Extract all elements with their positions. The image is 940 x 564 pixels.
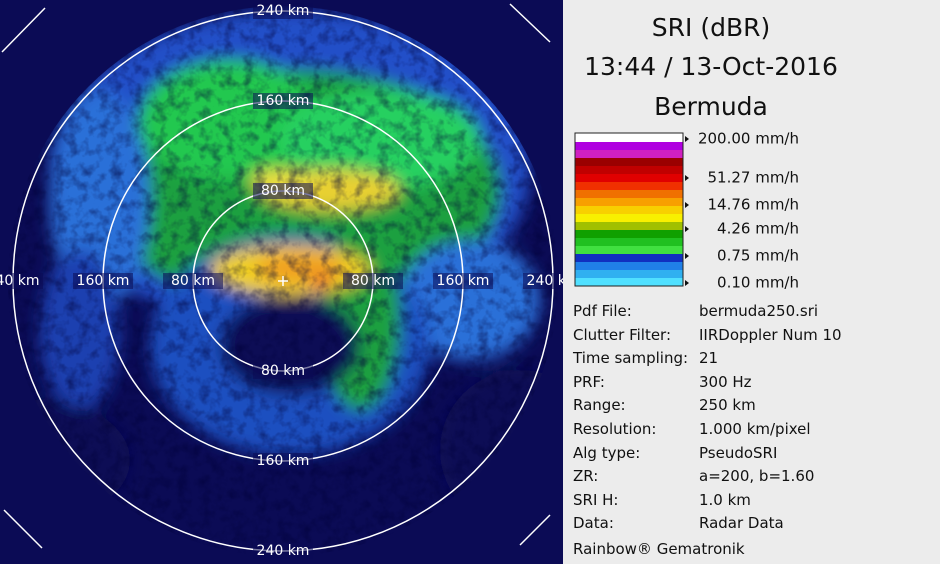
metadata-key: Data: <box>573 514 614 533</box>
range-label: 240 km <box>527 273 563 289</box>
label-backdrop <box>253 3 313 19</box>
metadata-row: Time sampling: 21 <box>573 349 718 367</box>
metadata-value: a=200, b=1.60 <box>699 467 815 486</box>
color-legend: 200.00 mm/h 51.27 mm/h 14.76 mm/h 4.26 mm/h… <box>574 130 799 292</box>
metadata-row: Pdf File: bermuda250.sri <box>573 302 818 320</box>
metadata-value: 300 Hz <box>699 372 752 391</box>
metadata-row: ZR: a=200, b=1.60 <box>573 467 814 485</box>
range-label: 80 km <box>171 273 215 289</box>
range-label: 80 km <box>261 183 305 199</box>
range-label: 160 km <box>437 273 490 289</box>
legend-label: 0.75 mm/h <box>717 247 799 265</box>
metadata-value: 21 <box>699 349 719 368</box>
legend-labels: 200.00 mm/h 51.27 mm/h 14.76 mm/h 4.26 mm/h… <box>685 130 799 292</box>
label-backdrop <box>433 273 493 289</box>
corner-line <box>1 7 46 53</box>
metadata-row: Alg type: PseudoSRI <box>573 444 777 462</box>
radar-svg: 240 km 160 km 80 km 240 km 160 km 80 km 80 km 1… <box>0 3 563 559</box>
range-label: 160 km <box>257 453 310 469</box>
corner-line <box>3 509 43 549</box>
label-backdrop <box>253 363 313 379</box>
label-backdrop <box>0 273 43 289</box>
label-backdrop <box>253 183 313 199</box>
metadata-row: Range: 250 km <box>573 396 756 414</box>
metadata-row: PRF: 300 Hz <box>573 373 752 391</box>
radar-view: 240 km 160 km 80 km 240 km 160 km 80 km 80 km 1… <box>0 0 563 564</box>
metadata-key: PRF: <box>573 372 605 391</box>
range-label: 160 km <box>77 273 130 289</box>
label-backdrop <box>253 453 313 469</box>
range-label: 240 km <box>0 273 39 289</box>
label-backdrop <box>163 273 223 289</box>
legend-label: 4.26 mm/h <box>717 220 799 238</box>
label-backdrop <box>73 273 133 289</box>
range-label: 160 km <box>257 93 310 109</box>
legend-arrow <box>685 175 689 181</box>
site-name: Bermuda <box>654 92 768 121</box>
metadata-key: SRI H: <box>573 490 619 509</box>
label-backdrop <box>253 93 313 109</box>
metadata-key: Alg type: <box>573 443 641 462</box>
metadata-key: Time sampling: <box>573 349 689 368</box>
label-backdrop <box>523 273 563 289</box>
legend-arrow <box>685 280 689 286</box>
metadata-value: bermuda250.sri <box>699 302 819 320</box>
legend-arrow <box>685 253 689 259</box>
range-label: 240 km <box>257 543 310 559</box>
label-backdrop <box>343 273 403 289</box>
color-bar <box>574 132 684 287</box>
metadata-row: Clutter Filter: IIRDoppler Num 10 <box>573 326 842 344</box>
metadata-value: Radar Data <box>699 514 784 533</box>
metadata-key: Clutter Filter: <box>573 325 672 344</box>
range-label: 240 km <box>257 3 310 19</box>
legend-label: 0.10 mm/h <box>717 274 799 292</box>
legend-label: 14.76 mm/h <box>708 196 800 214</box>
product-title: SRI (dBR) <box>651 13 771 42</box>
metadata-value: PseudoSRI <box>699 443 778 462</box>
metadata-value: IIRDoppler Num 10 <box>699 325 842 344</box>
range-label: 80 km <box>261 363 305 379</box>
metadata-row: Data: Radar Data <box>573 514 784 532</box>
range-label: 80 km <box>351 273 395 289</box>
metadata-value: 1.000 km/pixel <box>699 420 811 438</box>
metadata-row: SRI H: 1.0 km <box>573 491 751 509</box>
timestamp: 13:44 / 13-Oct-2016 <box>584 52 838 81</box>
metadata-value: 1.0 km <box>699 490 751 509</box>
legend-arrow <box>685 136 689 142</box>
metadata-key: Range: <box>573 396 626 415</box>
legend-arrow <box>685 202 689 208</box>
metadata-key: Pdf File: <box>573 302 632 320</box>
legend-arrow <box>685 226 689 232</box>
corner-line <box>509 3 551 43</box>
corner-line <box>519 514 551 546</box>
footer: Rainbow® Gematronik <box>573 540 745 558</box>
metadata-key: ZR: <box>573 467 599 486</box>
metadata-value: 250 km <box>699 396 756 415</box>
info-panel: SRI (dBR) 13:44 / 13-Oct-2016 Bermuda 2 <box>564 0 940 564</box>
metadata-row: Resolution: 1.000 km/pixel <box>573 420 811 438</box>
label-backdrop <box>253 543 313 559</box>
legend-label: 51.27 mm/h <box>708 169 800 187</box>
legend-label: 200.00 mm/h <box>698 130 799 148</box>
metadata-key: Resolution: <box>573 420 657 438</box>
